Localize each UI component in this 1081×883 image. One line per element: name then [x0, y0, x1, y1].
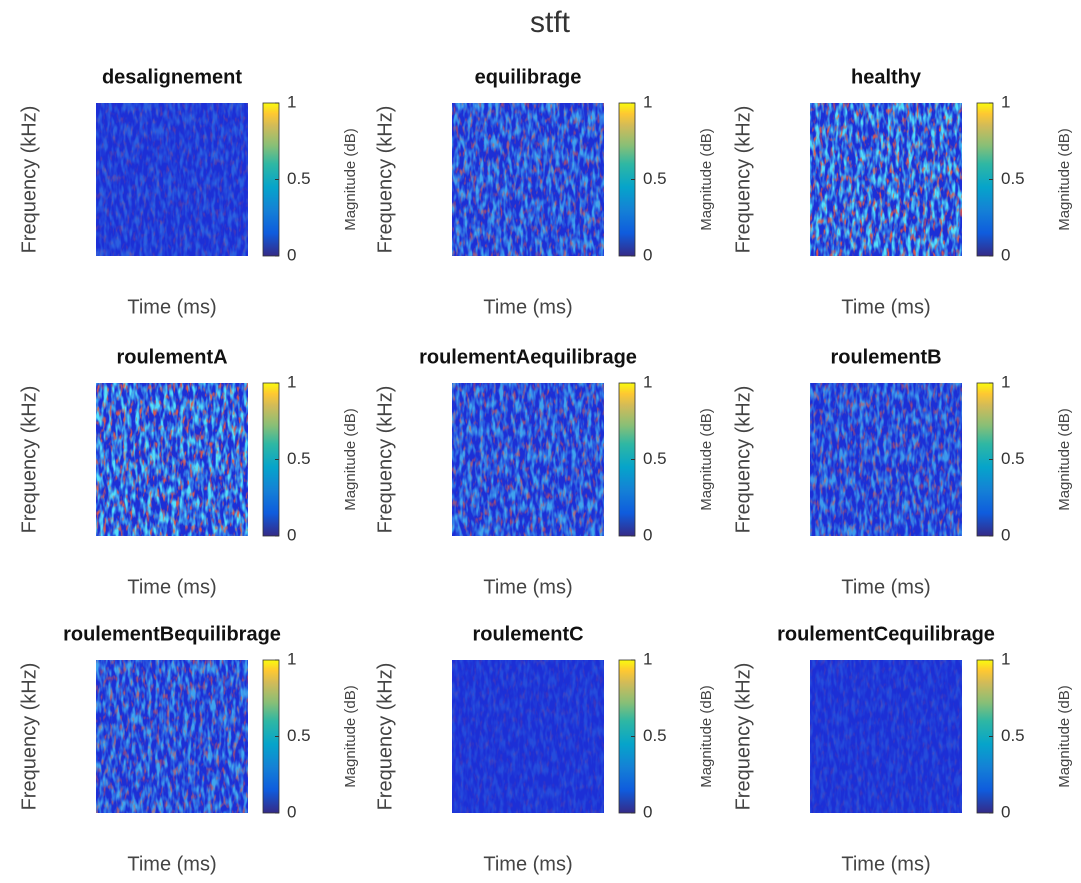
- colorbar-tick-label: 1: [287, 92, 296, 111]
- colorbar-tick-label: 0.5: [287, 726, 311, 745]
- x-axis-label: Time (ms): [841, 296, 930, 318]
- colorbar-tick-label: 1: [1001, 649, 1010, 668]
- y-axis-label: Frequency (kHz): [732, 663, 754, 811]
- colorbar-tick-label: 0.5: [1001, 169, 1025, 188]
- colorbar-label: Magnitude (dB): [698, 408, 715, 511]
- colorbar-tick-label: 1: [643, 372, 652, 391]
- colorbar-label: Magnitude (dB): [1056, 408, 1073, 511]
- x-axis-label: Time (ms): [483, 853, 572, 875]
- colorbar-tick-label: 0.5: [643, 726, 667, 745]
- colorbar-tick-label: 1: [1001, 372, 1010, 391]
- colorbar-tick-label: 0.5: [1001, 726, 1025, 745]
- colorbar-tick-label: 0: [1001, 245, 1010, 264]
- x-axis-label: Time (ms): [127, 296, 216, 318]
- panel-title: equilibrage: [475, 66, 582, 88]
- heatmap-texture: [452, 103, 604, 256]
- colorbar-tick-label: 0: [643, 802, 652, 821]
- colorbar-tick-label: 0: [287, 245, 296, 264]
- panel-title: desalignement: [102, 66, 242, 88]
- heatmap-texture: [810, 383, 962, 536]
- colorbar-label: Magnitude (dB): [1056, 685, 1073, 788]
- colorbar-tick-label: 0.5: [287, 449, 311, 468]
- heatmap-texture: [810, 660, 962, 813]
- colorbar-tick-label: 1: [287, 372, 296, 391]
- y-axis-label: Frequency (kHz): [374, 663, 396, 811]
- panel-title: roulementCequilibrage: [777, 623, 995, 645]
- heatmap-texture: [452, 660, 604, 813]
- y-axis-label: Frequency (kHz): [374, 106, 396, 254]
- x-axis-label: Time (ms): [841, 576, 930, 598]
- y-axis-label: Frequency (kHz): [18, 106, 40, 254]
- x-axis-label: Time (ms): [483, 576, 572, 598]
- colorbar-tick-label: 0: [1001, 525, 1010, 544]
- colorbar-tick-label: 0: [287, 802, 296, 821]
- panel-title: roulementA: [116, 346, 227, 368]
- x-axis-label: Time (ms): [483, 296, 572, 318]
- x-axis-label: Time (ms): [127, 576, 216, 598]
- colorbar-tick-label: 0: [643, 245, 652, 264]
- colorbar-tick-label: 0: [643, 525, 652, 544]
- colorbar-label: Magnitude (dB): [342, 408, 359, 511]
- y-axis-label: Frequency (kHz): [18, 386, 40, 534]
- colorbar-tick-label: 0.5: [287, 169, 311, 188]
- panel-title: roulementBequilibrage: [63, 623, 281, 645]
- colorbar-tick-label: 1: [643, 649, 652, 668]
- colorbar-tick-label: 0: [287, 525, 296, 544]
- colorbar-label: Magnitude (dB): [698, 685, 715, 788]
- heatmap-texture: [96, 103, 248, 256]
- colorbar-tick-label: 1: [287, 649, 296, 668]
- heatmap-texture: [96, 660, 248, 813]
- colorbar-tick-label: 0.5: [643, 449, 667, 468]
- y-axis-label: Frequency (kHz): [18, 663, 40, 811]
- y-axis-label: Frequency (kHz): [732, 106, 754, 254]
- x-axis-label: Time (ms): [841, 853, 930, 875]
- panel-title: roulementC: [472, 623, 583, 645]
- colorbar-tick-label: 1: [643, 92, 652, 111]
- colorbar-label: Magnitude (dB): [1056, 128, 1073, 231]
- x-axis-label: Time (ms): [127, 853, 216, 875]
- colorbar-tick-label: 1: [1001, 92, 1010, 111]
- panel-title: roulementB: [830, 346, 941, 368]
- y-axis-label: Frequency (kHz): [374, 386, 396, 534]
- panels: desalignement Time (ms) Frequency (kHz) 0 0.…: [18, 66, 1073, 875]
- figure-title: stft: [530, 6, 571, 39]
- colorbar-label: Magnitude (dB): [342, 685, 359, 788]
- heatmap-texture: [810, 103, 962, 256]
- colorbar-tick-label: 0.5: [1001, 449, 1025, 468]
- colorbar-label: Magnitude (dB): [342, 128, 359, 231]
- panel-title: healthy: [851, 66, 922, 88]
- panel-title: roulementAequilibrage: [419, 346, 637, 368]
- heatmap-texture: [96, 383, 248, 536]
- colorbar-label: Magnitude (dB): [698, 128, 715, 231]
- heatmap-texture: [452, 383, 604, 536]
- colorbar-tick-label: 0.5: [643, 169, 667, 188]
- y-axis-label: Frequency (kHz): [732, 386, 754, 534]
- colorbar-tick-label: 0: [1001, 802, 1010, 821]
